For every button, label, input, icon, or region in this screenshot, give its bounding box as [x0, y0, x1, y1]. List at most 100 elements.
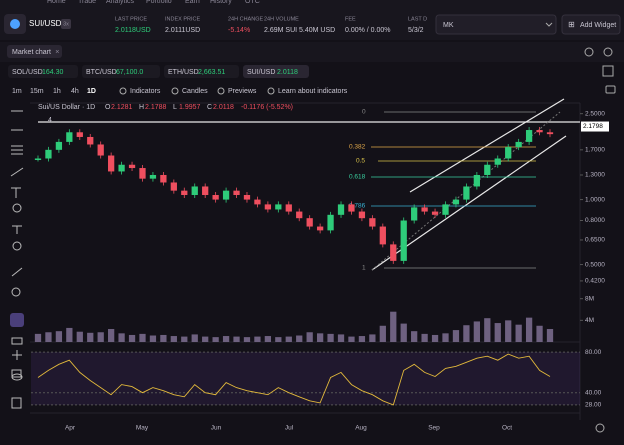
tool[interactable] — [11, 287, 21, 297]
volume-bar — [243, 337, 251, 342]
nav-item[interactable]: History — [210, 0, 232, 5]
ohlc-value: 1.9957 — [179, 104, 201, 111]
timeframe[interactable]: 1h — [53, 88, 61, 95]
x-tick-label: Jun — [211, 425, 222, 432]
pair-chip[interactable] — [243, 65, 309, 78]
x-tick-label: Oct — [502, 425, 512, 432]
toolbar-button[interactable]: Candles — [182, 88, 208, 95]
timeframe[interactable]: 4h — [71, 88, 79, 95]
tool[interactable] — [12, 203, 22, 213]
fib-label: 1 — [362, 265, 366, 272]
candle-body — [212, 195, 219, 200]
volume-bar — [97, 332, 104, 342]
volume-bar — [296, 335, 303, 342]
tool[interactable] — [11, 369, 22, 378]
tool[interactable] — [11, 267, 23, 277]
tool-active[interactable] — [10, 313, 24, 327]
candle-body — [181, 190, 188, 196]
volume-bar — [431, 334, 439, 342]
volume-bar — [316, 333, 324, 342]
stat-label: LAST D — [408, 16, 427, 22]
tool[interactable] — [12, 225, 22, 234]
nav-item[interactable]: Earn — [185, 0, 200, 5]
tool[interactable] — [11, 397, 22, 409]
volume-bar — [525, 317, 533, 342]
leverage: 3x — [63, 21, 69, 27]
toolbar-button[interactable]: Indicators — [130, 88, 161, 95]
market-select-text: MK — [443, 22, 454, 29]
volume-bar — [379, 325, 386, 342]
tab-bar — [0, 42, 624, 62]
timeframe[interactable]: 1m — [12, 88, 22, 95]
sui-icon — [10, 19, 20, 29]
candle-body — [473, 174, 480, 187]
tab[interactable] — [7, 45, 62, 58]
tool[interactable] — [12, 241, 22, 251]
volume-bar — [452, 330, 460, 342]
y-tick-label: 0.8000 — [585, 217, 605, 224]
volume-bar — [160, 334, 167, 342]
volume-bar — [149, 335, 157, 342]
zoom-icon[interactable] — [595, 423, 605, 433]
candle-body — [379, 226, 386, 245]
stat-value: 2.69M SUI 5.40M USD — [264, 27, 335, 34]
stat-label: 24H CHANGE — [228, 16, 263, 22]
candle-body — [358, 211, 366, 219]
stat-value: 2.0111USD — [165, 27, 200, 34]
candle-body — [421, 207, 428, 212]
nav-item[interactable]: OTC — [245, 0, 260, 5]
candle-body — [452, 199, 460, 205]
pair-name: SOL/USD — [12, 69, 43, 76]
tool[interactable] — [11, 145, 23, 155]
channel-line — [409, 98, 565, 193]
pair-price: 164.30 — [42, 69, 64, 76]
tool[interactable] — [12, 350, 22, 360]
volume-bar — [348, 336, 355, 342]
toolbar-button[interactable]: Learn about indicators — [278, 88, 348, 95]
tab-label: Market chart — [12, 49, 51, 56]
ohlc-label: L — [173, 104, 177, 111]
tool[interactable] — [11, 373, 23, 381]
nav-item[interactable]: Trade — [78, 0, 96, 5]
x-tick-label: May — [136, 425, 149, 432]
volume-bar — [254, 336, 261, 342]
candle-body — [170, 182, 177, 191]
candle-body — [390, 244, 397, 261]
camera-icon[interactable] — [605, 85, 616, 94]
nav-item[interactable]: Portfolio — [146, 0, 172, 5]
y-tick-label: 1.3000 — [585, 172, 605, 179]
candle-body — [536, 130, 543, 133]
layout-icon[interactable] — [602, 65, 614, 77]
candle-body — [431, 211, 439, 215]
stat-value: -5.14% — [228, 27, 250, 34]
add-widget-button[interactable] — [561, 14, 621, 35]
volume-bar — [264, 336, 272, 342]
nav-item[interactable]: Home — [47, 0, 66, 5]
volume-bar — [275, 337, 282, 342]
toolbar-button[interactable]: Previews — [228, 88, 257, 95]
timeframe[interactable]: 15m — [30, 88, 44, 95]
pair-name[interactable]: SUI/USD — [29, 19, 62, 28]
y-tick-label: 2.5000 — [585, 110, 605, 117]
tool[interactable] — [11, 337, 23, 345]
nav-item[interactable]: Analytics — [106, 0, 135, 5]
rsi-band — [31, 352, 580, 405]
candle-body — [316, 226, 324, 231]
candle-body — [202, 186, 209, 196]
stat-label: INDEX PRICE — [165, 16, 200, 22]
pair-chip[interactable] — [82, 65, 160, 78]
candle-body — [233, 190, 240, 196]
tool[interactable] — [11, 187, 21, 198]
timeframe[interactable]: 1D — [87, 88, 96, 95]
candle-body — [139, 168, 146, 179]
pair-chip[interactable] — [8, 65, 78, 78]
tab-close[interactable]: ✕ — [55, 49, 60, 55]
y-tick-label: 1.0000 — [585, 196, 605, 203]
tool[interactable] — [10, 167, 24, 177]
pair-chip[interactable] — [164, 65, 239, 78]
settings-icon[interactable] — [584, 47, 594, 57]
close-icon[interactable] — [603, 47, 613, 57]
market-select[interactable] — [435, 14, 557, 35]
stat-label: FEE — [345, 16, 356, 22]
